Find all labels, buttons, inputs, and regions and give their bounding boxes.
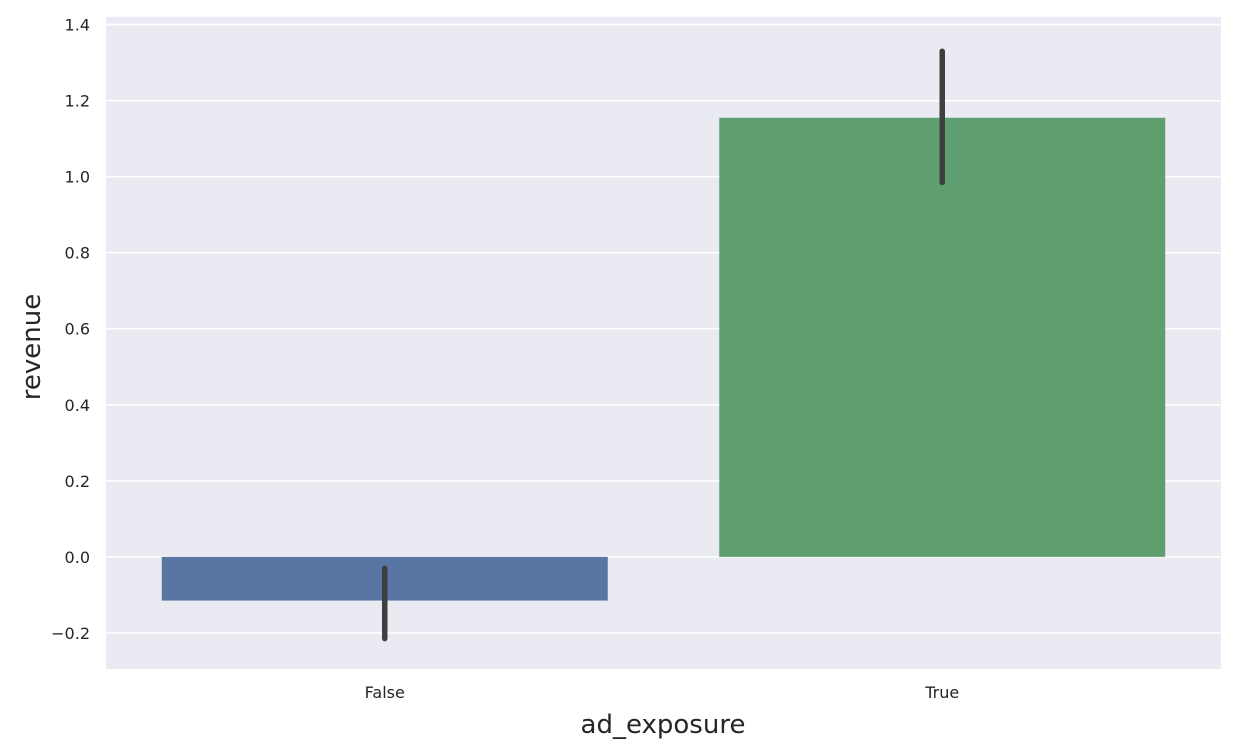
y-tick-label: 1.0 — [65, 168, 90, 187]
y-tick-label: 0.4 — [65, 396, 90, 415]
y-axis-label: revenue — [17, 294, 47, 400]
y-tick-label: 0.2 — [65, 472, 90, 491]
x-tick-label: True — [924, 683, 959, 702]
x-axis-label: ad_exposure — [581, 710, 746, 740]
y-tick-label: 1.4 — [65, 16, 90, 35]
y-tick-label: 0.8 — [65, 244, 90, 263]
y-tick-label: 0.6 — [65, 320, 90, 339]
y-tick-label: 0.0 — [65, 548, 90, 567]
x-tick-label: False — [365, 683, 405, 702]
bar-true — [719, 117, 1166, 557]
x-tick-labels: False True — [365, 683, 960, 702]
y-tick-labels: −0.2 0.0 0.2 0.4 0.6 0.8 1.0 1.2 1.4 — [51, 16, 90, 643]
y-tick-label: 1.2 — [65, 92, 90, 111]
y-tick-label: −0.2 — [51, 624, 90, 643]
error-bars — [382, 48, 945, 642]
